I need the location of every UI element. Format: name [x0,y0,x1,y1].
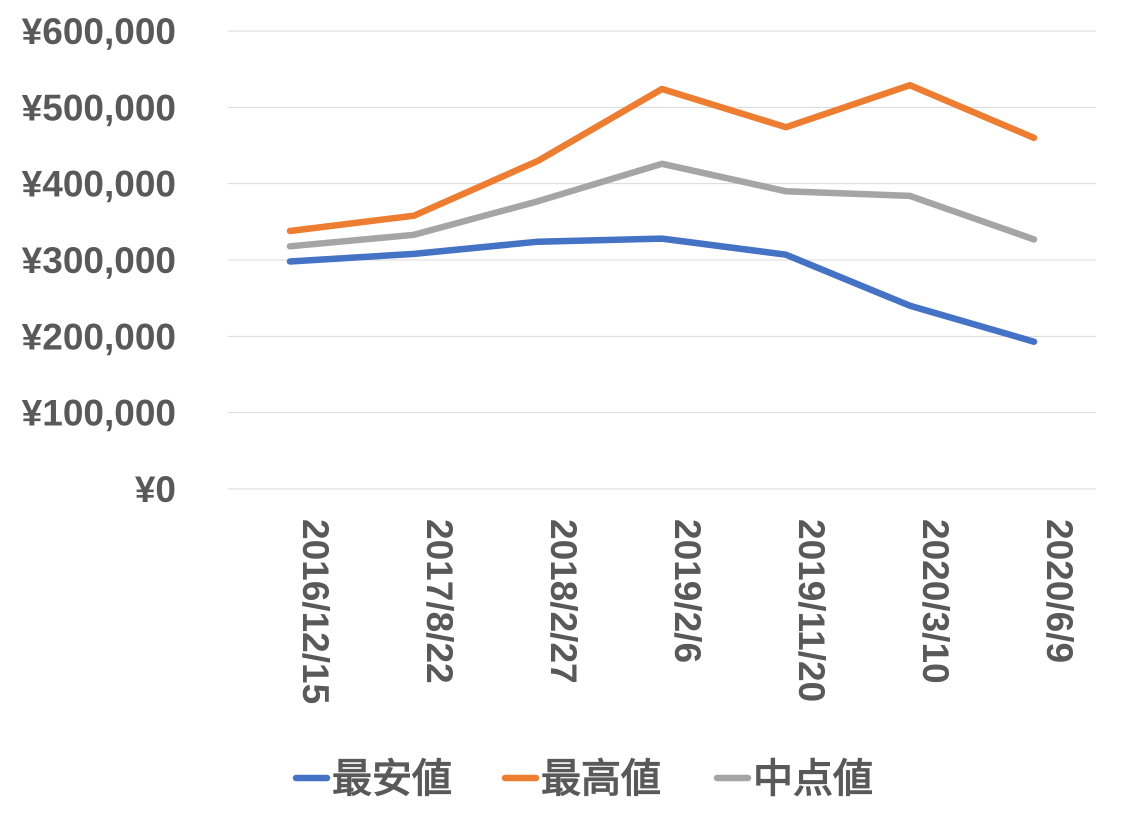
x-axis-tick-labels: 2016/12/15 2017/8/22 2018/2/27 2019/2/6 2019… [295,519,1080,704]
data-point [287,227,293,234]
data-point [287,258,293,265]
legend-label: 最高値 [541,756,661,802]
y-tick-label: ¥300,000 [22,240,176,281]
data-point [659,235,665,242]
data-point [1031,134,1037,141]
data-point [535,198,541,205]
data-point [535,238,541,245]
data-point [411,212,417,219]
x-tick-label: 2019/11/20 [791,519,832,702]
data-point [783,124,789,131]
y-tick-label: ¥100,000 [22,393,176,434]
series-line [286,160,1038,250]
y-axis-tick-labels: ¥0 ¥100,000 ¥200,000 ¥300,000 ¥400,000 ¥500,0… [22,11,176,510]
series-lines [286,81,1038,345]
legend: 最安値 最高値 中点値 [292,756,873,802]
gridlines [228,30,1096,490]
x-tick-label: 2018/2/27 [543,519,584,684]
data-point [535,157,541,164]
y-tick-label: ¥600,000 [22,11,176,52]
data-point [659,86,665,93]
x-tick-label: 2017/8/22 [419,519,460,684]
data-point [783,188,789,195]
data-point [783,251,789,258]
data-point [659,160,665,167]
x-tick-label: 2019/2/6 [667,519,708,663]
data-point [907,192,913,199]
data-point [907,302,913,309]
y-tick-label: ¥200,000 [22,316,176,357]
y-tick-label: ¥400,000 [22,164,176,205]
y-tick-label: ¥500,000 [22,87,176,128]
x-tick-label: 2020/6/9 [1039,519,1080,663]
data-point [411,231,417,238]
data-point [411,250,417,257]
series-line [286,235,1038,345]
legend-label: 最安値 [332,756,452,802]
x-tick-label: 2016/12/15 [295,519,336,704]
legend-item: 最高値 [501,756,661,802]
legend-item: 中点値 [713,756,873,802]
data-point [287,243,293,250]
legend-label: 中点値 [753,756,873,802]
y-tick-label: ¥0 [135,469,176,510]
legend-item: 最安値 [292,756,452,802]
data-point [907,82,913,89]
data-point [1031,236,1037,243]
x-tick-label: 2020/3/10 [915,519,956,684]
data-point [1031,338,1037,345]
